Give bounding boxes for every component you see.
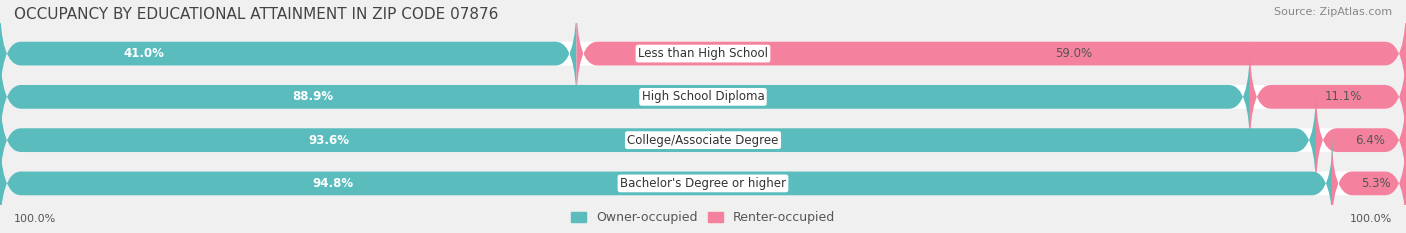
Text: Source: ZipAtlas.com: Source: ZipAtlas.com (1274, 7, 1392, 17)
FancyBboxPatch shape (0, 130, 1333, 233)
FancyBboxPatch shape (0, 87, 1316, 193)
Text: 5.3%: 5.3% (1361, 177, 1391, 190)
Text: High School Diploma: High School Diploma (641, 90, 765, 103)
FancyBboxPatch shape (576, 1, 1406, 106)
FancyBboxPatch shape (0, 44, 1406, 150)
FancyBboxPatch shape (0, 1, 576, 106)
Legend: Owner-occupied, Renter-occupied: Owner-occupied, Renter-occupied (571, 211, 835, 224)
Text: OCCUPANCY BY EDUCATIONAL ATTAINMENT IN ZIP CODE 07876: OCCUPANCY BY EDUCATIONAL ATTAINMENT IN Z… (14, 7, 499, 22)
Text: 94.8%: 94.8% (312, 177, 354, 190)
FancyBboxPatch shape (1250, 44, 1406, 150)
FancyBboxPatch shape (0, 44, 1250, 150)
Text: College/Associate Degree: College/Associate Degree (627, 134, 779, 147)
FancyBboxPatch shape (0, 130, 1406, 233)
Text: 93.6%: 93.6% (308, 134, 350, 147)
Text: 100.0%: 100.0% (1350, 214, 1392, 224)
Text: 11.1%: 11.1% (1324, 90, 1362, 103)
FancyBboxPatch shape (1316, 87, 1406, 193)
FancyBboxPatch shape (0, 1, 1406, 106)
Text: Less than High School: Less than High School (638, 47, 768, 60)
Text: 6.4%: 6.4% (1355, 134, 1385, 147)
FancyBboxPatch shape (0, 87, 1406, 193)
Text: 100.0%: 100.0% (14, 214, 56, 224)
FancyBboxPatch shape (1331, 130, 1406, 233)
Text: 41.0%: 41.0% (124, 47, 165, 60)
Text: Bachelor's Degree or higher: Bachelor's Degree or higher (620, 177, 786, 190)
Text: 88.9%: 88.9% (292, 90, 333, 103)
Text: 59.0%: 59.0% (1056, 47, 1092, 60)
